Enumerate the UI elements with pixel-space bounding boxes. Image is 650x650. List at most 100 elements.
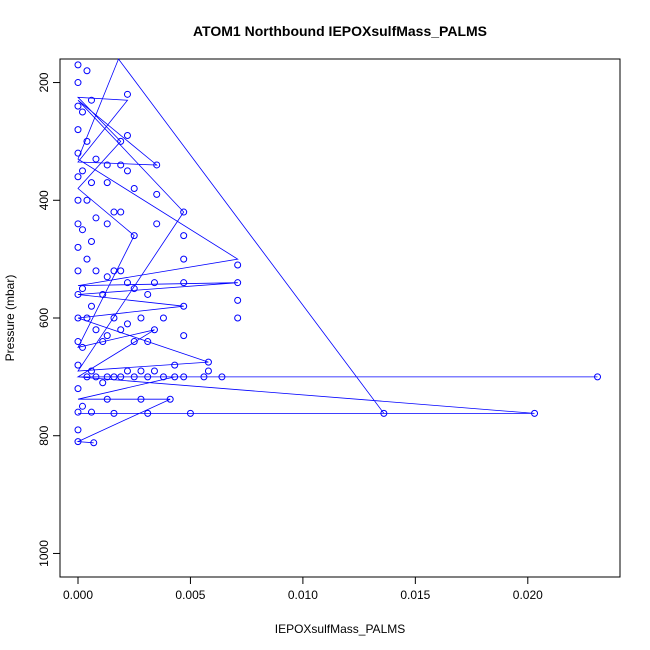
data-point: [204, 358, 212, 366]
data-point: [78, 402, 86, 410]
data-point: [180, 373, 188, 381]
data-point: [87, 96, 95, 104]
data-point: [83, 314, 91, 322]
data-point: [78, 108, 86, 116]
data-point: [92, 155, 100, 163]
data-point: [78, 167, 86, 175]
data-point: [74, 102, 82, 110]
data-point: [144, 290, 152, 298]
data-point: [74, 243, 82, 251]
data-point: [74, 314, 82, 322]
data-point: [200, 373, 208, 381]
data-point: [87, 179, 95, 187]
data-point: [110, 314, 118, 322]
data-point: [117, 137, 125, 145]
data-point: [130, 232, 138, 240]
data-point: [103, 179, 111, 187]
data-point: [123, 132, 131, 140]
data-point: [110, 409, 118, 417]
data-point: [123, 167, 131, 175]
y-tick-label: 400: [37, 190, 51, 210]
chart-title: ATOM1 Northbound IEPOXsulfMass_PALMS: [193, 23, 487, 39]
data-point: [234, 261, 242, 269]
data-point: [74, 196, 82, 204]
data-point: [144, 373, 152, 381]
data-point: [117, 208, 125, 216]
series-lines: [76, 58, 598, 444]
data-point: [137, 395, 145, 403]
data-point: [99, 338, 107, 346]
data-point: [218, 373, 226, 381]
data-point: [153, 161, 161, 169]
x-tick-label: 0.010: [288, 588, 318, 602]
data-point: [130, 338, 138, 346]
data-point: [74, 385, 82, 393]
data-point: [180, 255, 188, 263]
y-tick-label: 200: [37, 72, 51, 92]
data-point: [83, 255, 91, 263]
data-point: [150, 326, 158, 334]
x-tick-label: 0.015: [400, 588, 430, 602]
data-point: [144, 409, 152, 417]
data-point: [74, 408, 82, 416]
data-point: [74, 149, 82, 157]
data-point: [92, 214, 100, 222]
data-point: [78, 343, 86, 351]
data-point: [159, 373, 167, 381]
data-point: [166, 395, 174, 403]
data-point: [380, 409, 388, 417]
data-point: [87, 302, 95, 310]
data-point: [74, 126, 82, 134]
data-point: [99, 290, 107, 298]
data-point: [123, 279, 131, 287]
data-point: [234, 296, 242, 304]
data-point: [74, 79, 82, 87]
data-point: [130, 185, 138, 192]
data-point: [74, 290, 82, 298]
data-point: [137, 314, 145, 322]
data-point: [144, 338, 152, 346]
data-point: [234, 314, 242, 322]
data-point: [171, 361, 179, 369]
y-tick-label: 1000: [37, 540, 51, 567]
data-point: [103, 220, 111, 228]
data-point: [594, 373, 602, 381]
data-point: [180, 302, 188, 310]
data-point: [103, 273, 111, 281]
data-point: [153, 220, 161, 228]
data-point: [171, 373, 179, 381]
data-point: [150, 279, 158, 287]
data-point: [74, 338, 82, 346]
x-tick-label: 0.020: [513, 588, 543, 602]
data-point: [204, 367, 212, 375]
data-point: [74, 173, 82, 181]
data-point: [74, 61, 82, 69]
data-point: [180, 332, 188, 340]
data-point: [103, 373, 111, 381]
data-point: [531, 409, 539, 417]
data-point: [74, 426, 82, 434]
data-point: [137, 367, 145, 375]
data-point: [180, 232, 188, 240]
x-axis-label: IEPOXsulfMass_PALMS: [275, 622, 406, 636]
data-point: [123, 320, 131, 328]
data-point: [92, 326, 100, 334]
data-point: [117, 373, 125, 381]
data-point: [92, 373, 100, 381]
y-tick-label: 800: [37, 425, 51, 445]
data-point: [74, 361, 82, 369]
data-point: [83, 137, 91, 145]
x-axis: 0.000 0.005 0.010 0.015 0.020: [63, 576, 543, 602]
data-point: [150, 367, 158, 375]
data-point: [103, 332, 111, 340]
data-point: [186, 409, 194, 417]
data-point: [78, 226, 86, 234]
series-line: [76, 58, 598, 444]
data-point: [87, 367, 95, 375]
data-point: [103, 161, 111, 169]
x-tick-label: 0.000: [63, 588, 93, 602]
data-point: [117, 267, 125, 275]
data-point: [234, 279, 242, 287]
data-point: [74, 438, 82, 446]
